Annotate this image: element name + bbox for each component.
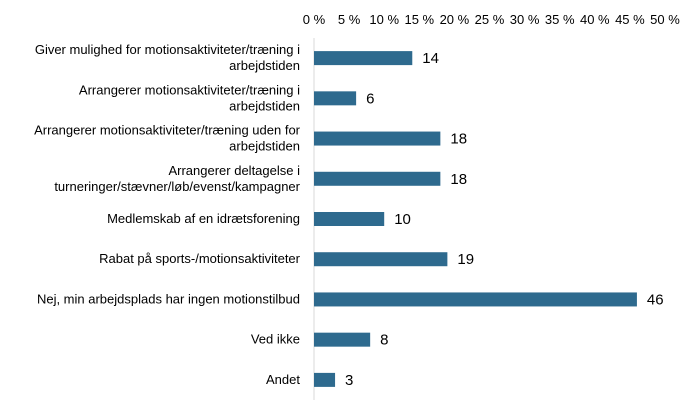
category-label: Andet	[266, 372, 300, 387]
data-label: 14	[422, 50, 439, 67]
bar	[314, 332, 371, 347]
category-label: Rabat på sports-/motionsaktiviteter	[99, 251, 301, 266]
data-label: 19	[457, 251, 474, 268]
data-label: 10	[394, 211, 411, 228]
data-label: 3	[345, 372, 353, 389]
x-tick-label: 10 %	[369, 12, 399, 27]
x-tick-label: 40 %	[580, 12, 610, 27]
x-tick-label: 25 %	[475, 12, 505, 27]
data-label: 46	[647, 291, 664, 308]
data-label: 18	[450, 131, 467, 148]
category-label: Arrangerer deltagelse i turneringer/stævn…	[54, 163, 300, 194]
data-label: 6	[366, 90, 374, 107]
data-label: 18	[450, 171, 467, 188]
x-tick-label: 50 %	[650, 12, 680, 27]
x-tick-label: 5 %	[338, 12, 361, 27]
bar	[314, 212, 385, 226]
x-tick-label: 15 %	[404, 12, 434, 27]
bars	[314, 51, 637, 387]
x-tick-label: 0 %	[303, 12, 326, 27]
category-label: Giver mulighed for motionsaktiviteter/tr…	[35, 42, 300, 73]
category-label: Medlemskab af en idrætsforening	[107, 211, 300, 226]
x-tick-label: 35 %	[545, 12, 575, 27]
data-labels: 14 6 18 18 10 19 46 8 3	[345, 50, 664, 389]
x-tick-label: 30 %	[510, 12, 540, 27]
category-labels: Giver mulighed for motionsaktiviteter/tr…	[34, 42, 301, 387]
category-label: Arrangerer motionsaktiviteter/træning ud…	[34, 123, 301, 154]
bar	[314, 51, 413, 66]
bar	[314, 372, 336, 387]
bar	[314, 252, 448, 267]
bar	[314, 292, 637, 307]
x-axis-ticks: 0 % 5 % 10 % 15 % 20 % 25 % 30 % 35 % 40 % 45 % 50…	[303, 12, 680, 27]
x-tick-label: 20 %	[440, 12, 470, 27]
bar	[314, 131, 441, 146]
category-label: Ved ikke	[251, 332, 300, 347]
bar	[314, 171, 441, 186]
bar	[314, 91, 357, 106]
data-label: 8	[380, 332, 388, 349]
x-tick-label: 45 %	[615, 12, 645, 27]
category-label: Nej, min arbejdsplads har ingen motionst…	[37, 291, 300, 306]
